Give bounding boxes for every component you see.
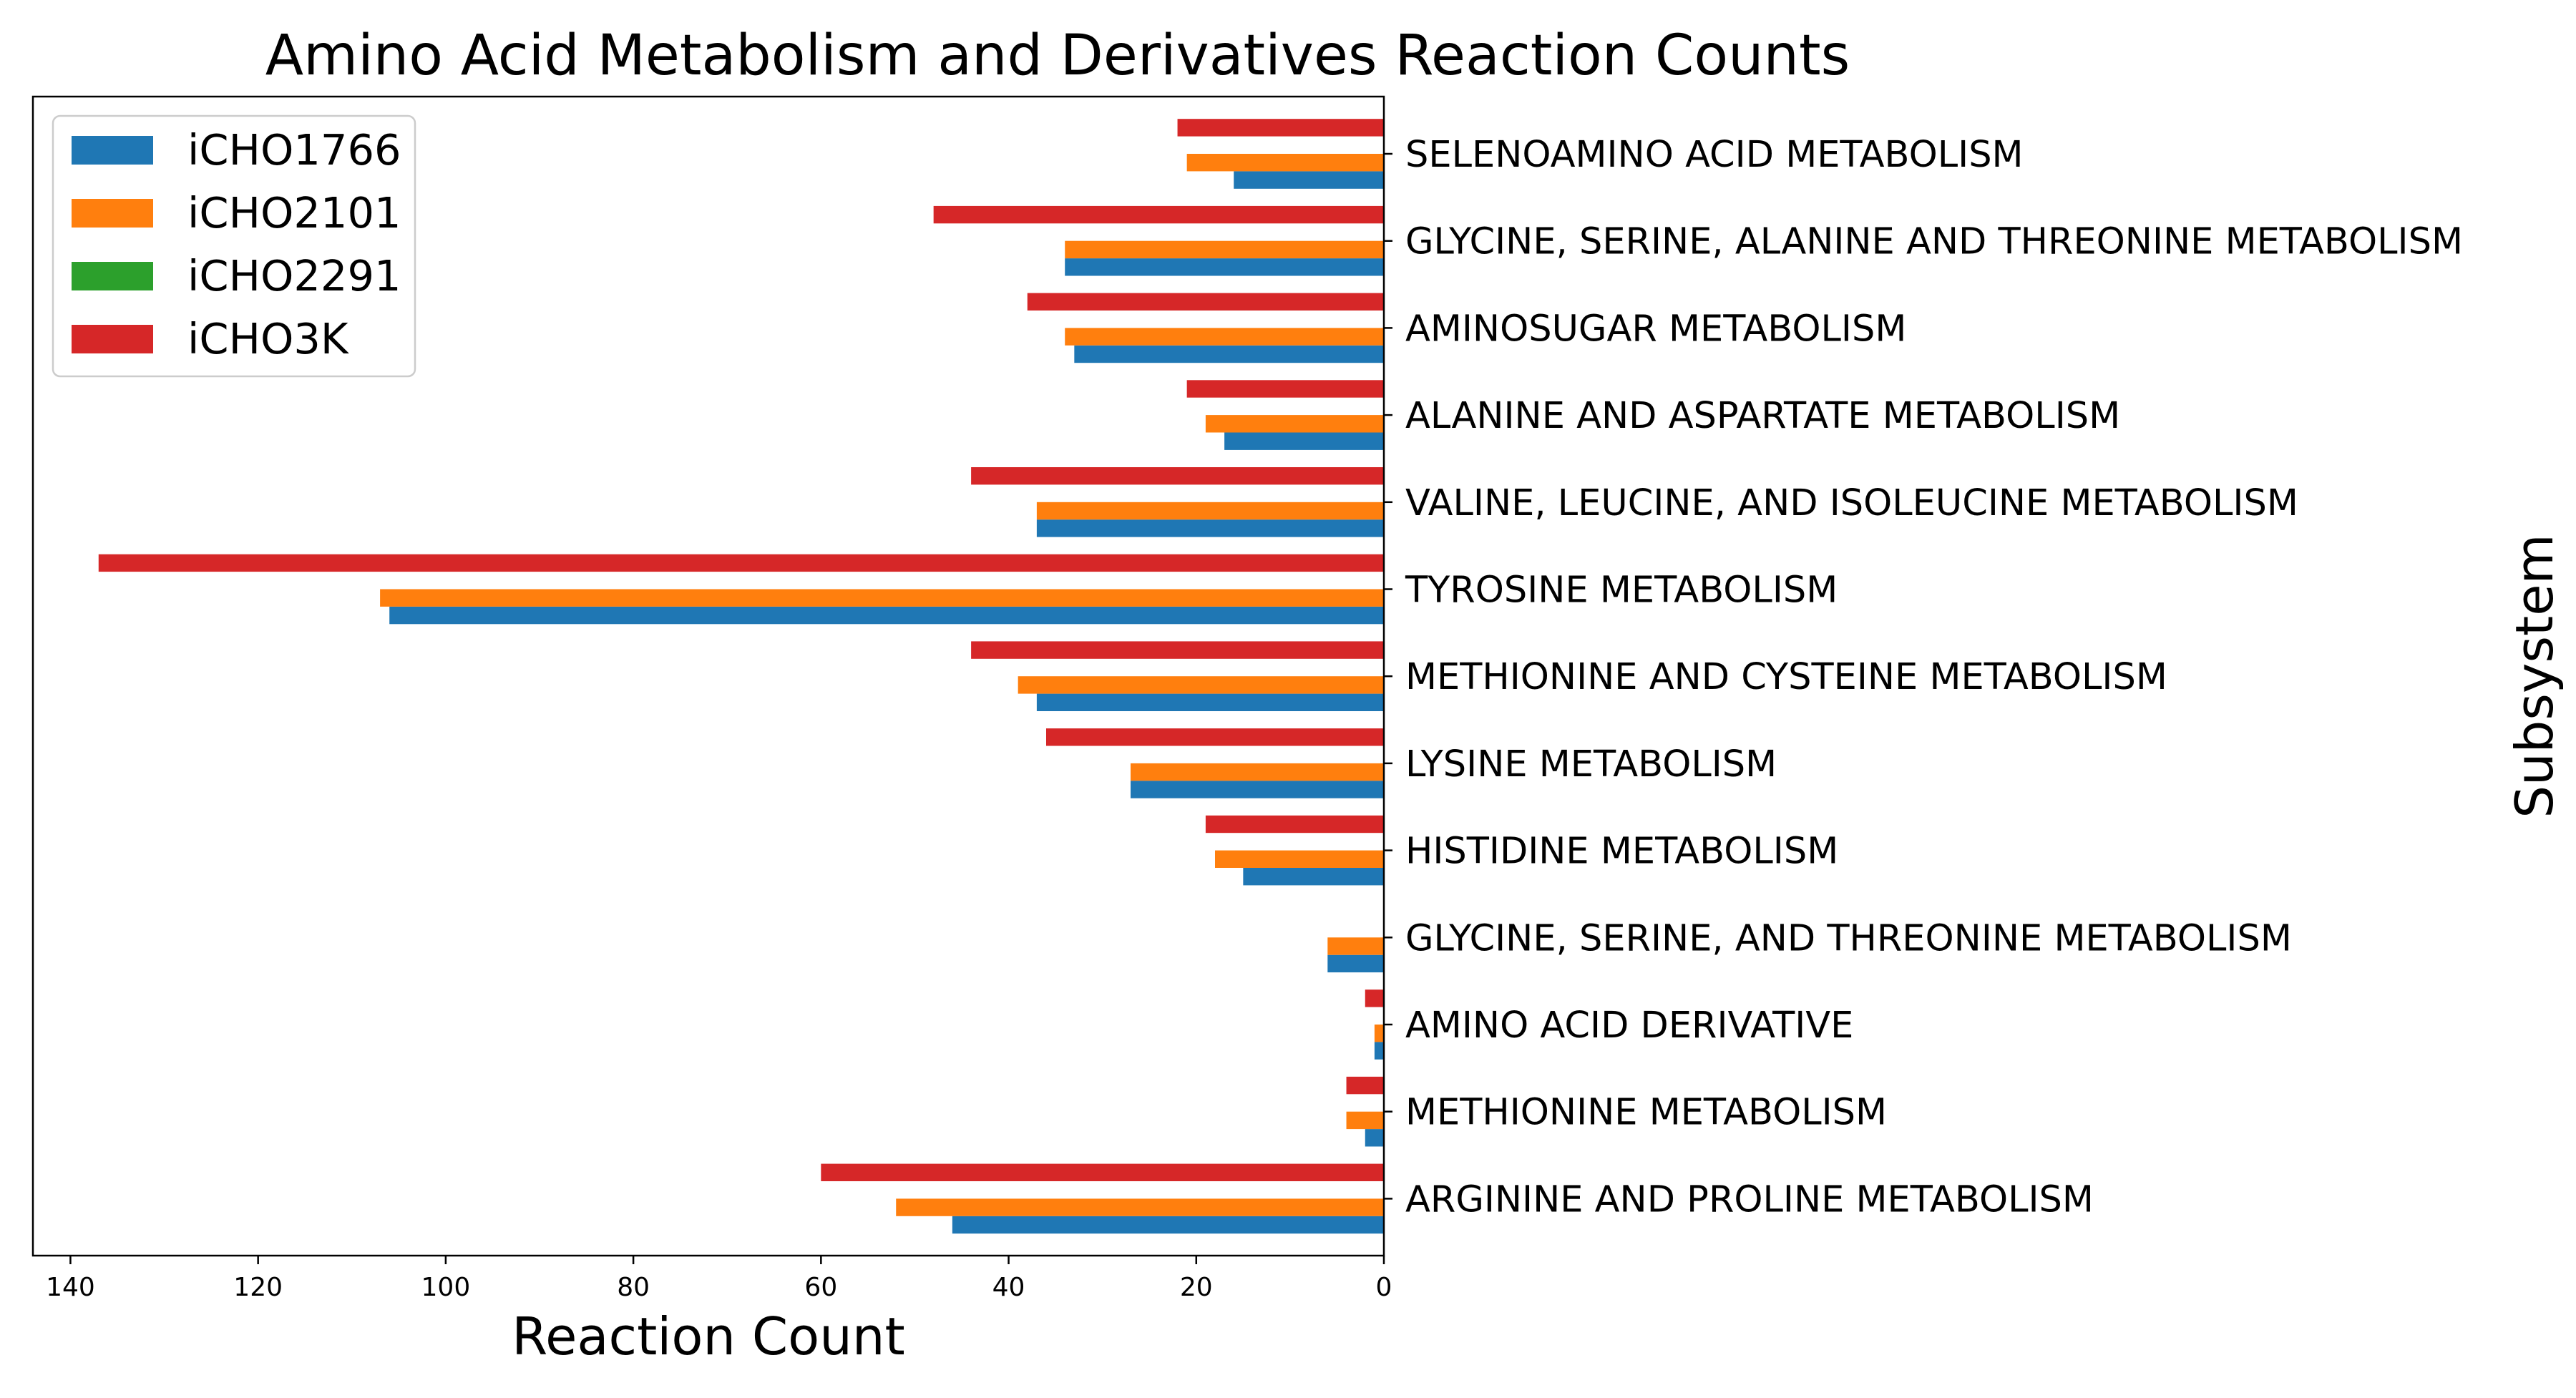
legend-label-icho1766: iCHO1766: [187, 125, 401, 175]
bar-icho1766-0: [1234, 171, 1384, 189]
category-label: HISTIDINE METABOLISM: [1405, 831, 1838, 873]
x-tick-label: 20: [1180, 1273, 1213, 1302]
category-label: METHIONINE METABOLISM: [1405, 1092, 1887, 1134]
bar-icho1766-4: [1036, 519, 1384, 537]
category-label: SELENOAMINO ACID METABOLISM: [1405, 134, 2024, 176]
bar-icho2101-1: [1065, 240, 1384, 259]
bar-icho1766-6: [1036, 693, 1384, 711]
bar-icho3k-11: [1346, 1076, 1384, 1095]
bar-icho2101-11: [1346, 1111, 1384, 1130]
bar-icho3k-0: [1177, 119, 1384, 137]
bar-icho3k-10: [1365, 989, 1384, 1007]
bar-icho2101-0: [1186, 154, 1384, 172]
x-tick-label: 100: [421, 1273, 471, 1302]
x-axis-label: Reaction Count: [512, 1306, 904, 1367]
bar-icho2101-12: [896, 1198, 1384, 1216]
bar-icho1766-8: [1243, 868, 1384, 886]
category-label: ALANINE AND ASPARTATE METABOLISM: [1405, 395, 2120, 437]
legend-label-icho2291: iCHO2291: [187, 251, 401, 300]
bar-icho1766-12: [952, 1216, 1384, 1234]
bar-icho2101-9: [1327, 937, 1384, 955]
bar-icho2101-7: [1131, 763, 1384, 781]
legend-label-icho3k: iCHO3K: [187, 314, 349, 363]
bar-icho1766-10: [1374, 1042, 1384, 1060]
x-tick-label: 80: [617, 1273, 650, 1302]
bar-icho1766-11: [1365, 1129, 1384, 1147]
legend-swatch-icho2101: [72, 199, 153, 228]
x-axis: 0 20 40 60 80 100 120 140: [46, 1256, 1392, 1302]
category-label: LYSINE METABOLISM: [1405, 743, 1777, 786]
x-tick-label: 0: [1376, 1273, 1392, 1302]
bar-icho1766-2: [1074, 345, 1384, 363]
legend-swatch-icho1766: [72, 136, 153, 165]
x-tick-label: 40: [992, 1273, 1025, 1302]
y-axis-label: Subsystem: [2504, 534, 2565, 818]
bar-icho1766-1: [1065, 258, 1384, 276]
y-axis: SELENOAMINO ACID METABOLISM GLYCINE, SERI…: [1384, 134, 2463, 1221]
category-label: AMINOSUGAR METABOLISM: [1405, 308, 1906, 350]
bar-icho2101-6: [1018, 676, 1384, 694]
category-label: VALINE, LEUCINE, AND ISOLEUCINE METABOLI…: [1405, 482, 2298, 524]
bar-icho2101-4: [1036, 502, 1384, 520]
bar-icho3k-12: [821, 1163, 1384, 1181]
bars-layer: [98, 119, 1385, 1234]
x-tick-label: 140: [46, 1273, 95, 1302]
legend-label-icho2101: iCHO2101: [187, 188, 401, 238]
bar-icho1766-9: [1327, 954, 1384, 973]
bar-icho2101-10: [1374, 1025, 1384, 1042]
legend-items: iCHO1766 iCHO2101 iCHO2291 iCHO3K: [72, 125, 401, 363]
category-label: ARGININE AND PROLINE METABOLISM: [1405, 1178, 2094, 1221]
bar-icho3k-3: [1186, 380, 1384, 398]
bar-icho2101-3: [1205, 415, 1384, 433]
category-label: GLYCINE, SERINE, ALANINE AND THREONINE M…: [1405, 221, 2463, 263]
legend-frame: [52, 114, 416, 378]
category-label: GLYCINE, SERINE, AND THREONINE METABOLIS…: [1405, 917, 2292, 959]
chart-title: Amino Acid Metabolism and Derivatives Re…: [265, 24, 1850, 88]
legend-swatch-icho2291: [72, 262, 153, 290]
bar-icho2101-8: [1215, 850, 1384, 868]
x-tick-label: 60: [804, 1273, 837, 1302]
bar-icho1766-7: [1131, 781, 1384, 798]
bar-icho2101-5: [380, 589, 1384, 607]
bar-icho3k-7: [1046, 728, 1384, 746]
bar-icho3k-6: [971, 641, 1384, 659]
bar-icho1766-3: [1224, 432, 1384, 450]
bar-icho3k-5: [98, 554, 1384, 572]
bar-icho2101-2: [1065, 328, 1384, 346]
x-tick-label: 120: [233, 1273, 283, 1302]
category-label: METHIONINE AND CYSTEINE METABOLISM: [1405, 656, 2167, 698]
bar-icho3k-4: [971, 467, 1384, 485]
bar-icho3k-1: [933, 205, 1384, 224]
bar-icho3k-8: [1205, 815, 1384, 834]
bar-icho3k-2: [1027, 293, 1384, 311]
category-label: AMINO ACID DERIVATIVE: [1405, 1004, 1853, 1047]
category-label: TYROSINE METABOLISM: [1405, 570, 1838, 612]
bar-icho1766-5: [389, 606, 1385, 625]
legend: iCHO1766 iCHO2101 iCHO2291 iCHO3K: [52, 114, 416, 378]
legend-swatch-icho3k: [72, 325, 153, 353]
